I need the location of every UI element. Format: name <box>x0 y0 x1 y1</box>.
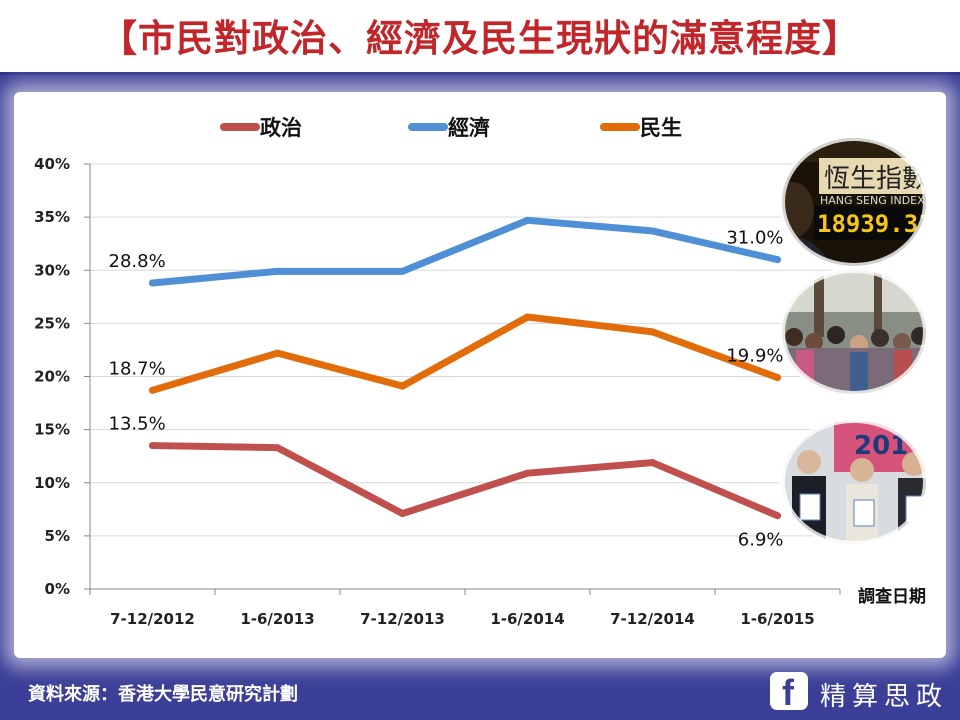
series-line-economy <box>149 216 781 287</box>
data-point-economy <box>399 267 406 275</box>
line-chart: 0% 5% 10% 15% 20% 25% 30% 35% 40% 7-12/2012 1-6/20… <box>34 116 933 628</box>
data-label-livelihood: 19.9% <box>726 346 783 367</box>
data-point-politics <box>524 469 531 477</box>
data-point-politics <box>149 442 156 450</box>
officials-press-photo: 201 <box>782 420 926 544</box>
x-tick-label: 1-6/2013 <box>240 610 314 628</box>
facebook-icon[interactable]: f <box>770 672 808 713</box>
data-point-economy <box>649 227 656 235</box>
data-point-livelihood <box>274 349 281 357</box>
x-tick-label: 1-6/2015 <box>740 610 814 628</box>
y-tick-label: 0% <box>45 580 70 598</box>
data-point-economy <box>149 279 156 287</box>
chart-panel: 0% 5% 10% 15% 20% 25% 30% 35% 40% 7-12/2012 1-6/20… <box>14 92 946 658</box>
data-point-politics <box>399 510 406 518</box>
data-point-livelihood <box>649 328 656 336</box>
data-label-politics: 6.9% <box>738 530 784 551</box>
legend-label-livelihood: 民生 <box>640 116 682 140</box>
y-tick-label: 10% <box>34 474 70 492</box>
y-tick-label: 5% <box>45 527 70 545</box>
y-tick-label: 35% <box>34 208 70 226</box>
y-tick-label: 40% <box>34 155 70 173</box>
data-point-livelihood <box>399 382 406 390</box>
y-tick-label: 15% <box>34 421 70 439</box>
x-tick-label: 7-12/2012 <box>110 610 195 628</box>
series-line-livelihood <box>149 313 781 394</box>
hang-seng-index-photo: 恆生指數 HANG SENG INDEX 18939.31 <box>782 138 933 266</box>
data-label-economy: 31.0% <box>726 228 783 249</box>
data-point-economy <box>274 267 281 275</box>
x-axis-label: 調查日期 <box>858 586 926 607</box>
board-value: 18939.31 <box>817 210 933 238</box>
data-label-economy: 28.8% <box>109 251 166 272</box>
data-point-economy <box>524 216 531 224</box>
title-bar: 【市民對政治、經濟及民生現狀的滿意程度】 <box>0 0 960 72</box>
page-title: 【市民對政治、經濟及民生現狀的滿意程度】 <box>100 17 860 60</box>
data-point-livelihood <box>774 374 781 382</box>
x-tick-label: 1-6/2014 <box>490 610 564 628</box>
x-tick-label: 7-12/2013 <box>360 610 445 628</box>
data-point-livelihood <box>149 386 156 394</box>
board-subtitle: HANG SENG INDEX <box>820 194 925 207</box>
data-label-livelihood: 18.7% <box>109 358 166 379</box>
board-title: 恆生指數 <box>824 164 928 194</box>
legend-label-politics: 政治 <box>260 116 302 140</box>
title-divider <box>0 72 960 75</box>
data-label-politics: 13.5% <box>109 414 166 435</box>
data-source-note: 資料來源：香港大學民意研究計劃 <box>28 684 298 705</box>
y-tick-label: 20% <box>34 368 70 386</box>
data-point-livelihood <box>524 313 531 321</box>
legend-label-economy: 經濟 <box>448 116 490 140</box>
x-tick-label: 7-12/2014 <box>610 610 695 628</box>
brand-name: 精算思政 <box>820 682 949 712</box>
data-point-politics <box>274 444 281 452</box>
data-point-politics <box>774 512 781 520</box>
y-tick-label: 25% <box>34 314 70 332</box>
series-line-politics <box>149 442 781 520</box>
facebook-glyph: f <box>782 672 794 713</box>
data-point-politics <box>649 459 656 467</box>
data-point-economy <box>774 256 781 264</box>
crowd-photo <box>782 270 926 394</box>
y-tick-label: 30% <box>34 261 70 279</box>
